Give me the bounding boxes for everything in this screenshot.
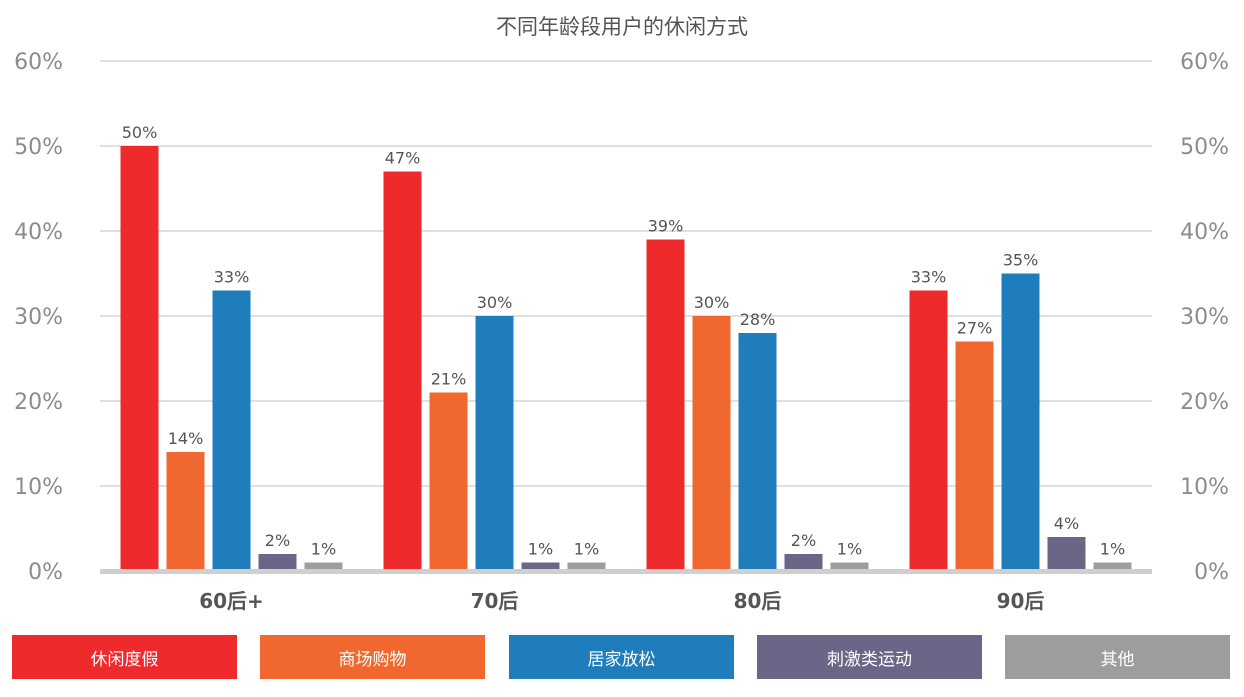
bar bbox=[258, 554, 297, 571]
legend-label: 商场购物 bbox=[338, 649, 407, 670]
bar bbox=[304, 562, 343, 571]
bar bbox=[909, 290, 948, 571]
bar bbox=[521, 562, 560, 571]
y-tick-label: 50% bbox=[14, 135, 63, 160]
legend-label: 休闲度假 bbox=[90, 649, 159, 670]
data-label: 1% bbox=[837, 540, 862, 559]
legend-item-mall-shopping: 商场购物 bbox=[260, 635, 485, 679]
y-tick-label: 60% bbox=[1180, 50, 1229, 75]
legend-label: 居家放松 bbox=[587, 649, 656, 670]
x-tick-label: 60后+ bbox=[199, 589, 264, 613]
legend-item-leisure-vacation: 休闲度假 bbox=[12, 635, 237, 679]
data-label: 21% bbox=[431, 370, 467, 389]
data-label: 1% bbox=[311, 540, 336, 559]
y-tick-label: 10% bbox=[14, 475, 63, 500]
x-tick-label: 70后 bbox=[471, 589, 519, 613]
y-tick-label: 60% bbox=[14, 50, 63, 75]
bar bbox=[567, 562, 606, 571]
y-axis-left: 0% 10% 20% 30% 40% 50% 60% bbox=[14, 50, 63, 585]
data-label: 4% bbox=[1054, 514, 1079, 533]
legend-item-extreme-sports: 刺激类运动 bbox=[757, 635, 982, 679]
legend-item-home-relax: 居家放松 bbox=[509, 635, 734, 679]
data-labels: 50% 14% 33% 2% 1% 47% 21% 30% 1% 1% 39% 30% 28% 2% 1% 3… bbox=[122, 123, 1125, 559]
y-tick-label: 0% bbox=[1194, 560, 1229, 585]
y-tick-label: 20% bbox=[1180, 390, 1229, 415]
data-label: 2% bbox=[265, 531, 290, 550]
legend-item-other: 其他 bbox=[1005, 635, 1230, 679]
y-tick-label: 20% bbox=[14, 390, 63, 415]
x-tick-label: 90后 bbox=[997, 589, 1045, 613]
data-label: 33% bbox=[214, 268, 250, 287]
bar bbox=[120, 146, 159, 571]
bar bbox=[1047, 537, 1086, 571]
y-tick-label: 0% bbox=[28, 560, 63, 585]
x-axis-line bbox=[100, 569, 1152, 574]
bar bbox=[166, 452, 205, 571]
x-axis: 60后+ 70后 80后 90后 bbox=[100, 569, 1152, 613]
bar bbox=[475, 316, 514, 571]
y-axis-right: 0% 10% 20% 30% 40% 50% 60% bbox=[1180, 50, 1229, 585]
y-tick-label: 50% bbox=[1180, 135, 1229, 160]
legend-label: 其他 bbox=[1100, 649, 1135, 670]
data-label: 30% bbox=[477, 293, 513, 312]
y-tick-label: 10% bbox=[1180, 475, 1229, 500]
data-label: 28% bbox=[740, 310, 776, 329]
bar bbox=[738, 333, 777, 571]
bar bbox=[429, 392, 468, 571]
bar bbox=[1001, 273, 1040, 571]
legend-label: 刺激类运动 bbox=[827, 649, 912, 670]
data-label: 1% bbox=[528, 540, 553, 559]
data-label: 2% bbox=[791, 531, 816, 550]
data-label: 27% bbox=[957, 319, 993, 338]
data-label: 33% bbox=[911, 268, 947, 287]
bar bbox=[383, 171, 422, 571]
data-label: 39% bbox=[648, 217, 684, 236]
chart-title: 不同年龄段用户的休闲方式 bbox=[496, 15, 748, 39]
x-tick-label: 80后 bbox=[734, 589, 782, 613]
y-tick-label: 30% bbox=[14, 305, 63, 330]
bar bbox=[692, 316, 731, 571]
chart: 不同年龄段用户的休闲方式 0% 10% 20% 30% 40% 50% 60% 0% 10% 2… bbox=[14, 15, 1229, 613]
bar bbox=[784, 554, 823, 571]
data-label: 14% bbox=[168, 429, 204, 448]
data-label: 47% bbox=[385, 149, 421, 168]
bar bbox=[830, 562, 869, 571]
data-label: 1% bbox=[574, 540, 599, 559]
y-tick-label: 40% bbox=[14, 220, 63, 245]
data-label: 1% bbox=[1100, 540, 1125, 559]
data-label: 30% bbox=[694, 293, 730, 312]
bar bbox=[955, 341, 994, 571]
gridlines bbox=[100, 60, 1152, 487]
legend: 休闲度假 商场购物 居家放松 刺激类运动 其他 bbox=[12, 635, 1232, 679]
bar bbox=[646, 239, 685, 571]
bar bbox=[212, 290, 251, 571]
data-label: 35% bbox=[1003, 251, 1039, 270]
bars bbox=[120, 146, 1132, 571]
data-label: 50% bbox=[122, 123, 158, 142]
y-tick-label: 30% bbox=[1180, 305, 1229, 330]
y-tick-label: 40% bbox=[1180, 220, 1229, 245]
bar bbox=[1093, 562, 1132, 571]
